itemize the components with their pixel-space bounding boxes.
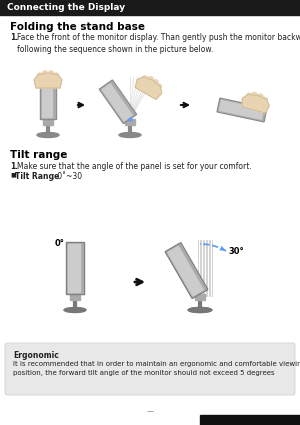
Ellipse shape xyxy=(252,93,257,96)
Text: —: — xyxy=(146,408,154,414)
Ellipse shape xyxy=(157,84,161,88)
Polygon shape xyxy=(99,80,136,124)
Polygon shape xyxy=(219,101,264,119)
Text: Tilt Range: Tilt Range xyxy=(15,172,59,181)
Bar xyxy=(200,415,300,425)
Ellipse shape xyxy=(53,73,58,77)
Polygon shape xyxy=(165,243,208,298)
Bar xyxy=(42,79,52,117)
Bar xyxy=(41,78,55,118)
Text: It is recommended that in order to maintain an ergonomic and comfortable viewing: It is recommended that in order to maint… xyxy=(13,361,300,376)
Bar xyxy=(125,119,135,125)
Ellipse shape xyxy=(189,308,211,312)
Polygon shape xyxy=(242,95,269,113)
Text: Folding the stand base: Folding the stand base xyxy=(10,22,145,32)
Bar xyxy=(0,0,300,15)
Ellipse shape xyxy=(49,71,53,75)
Bar xyxy=(67,243,83,293)
Polygon shape xyxy=(217,98,267,122)
Bar xyxy=(70,294,80,300)
Text: ■: ■ xyxy=(10,172,16,177)
Bar xyxy=(66,242,84,294)
Text: Tilt range: Tilt range xyxy=(10,150,68,160)
Ellipse shape xyxy=(38,73,43,77)
Ellipse shape xyxy=(148,76,153,81)
Text: 0°: 0° xyxy=(55,239,65,248)
Polygon shape xyxy=(102,84,132,121)
Ellipse shape xyxy=(188,308,212,312)
Text: Face the front of the monitor display. Than gently push the monitor backwards,
f: Face the front of the monitor display. T… xyxy=(17,33,300,54)
Polygon shape xyxy=(101,82,135,122)
Text: 1.: 1. xyxy=(10,33,18,42)
Text: 30°: 30° xyxy=(229,247,244,256)
Ellipse shape xyxy=(37,133,59,138)
Ellipse shape xyxy=(258,94,263,98)
FancyBboxPatch shape xyxy=(5,343,295,395)
Text: Connecting the Display: Connecting the Display xyxy=(7,3,125,12)
Polygon shape xyxy=(34,73,62,88)
Ellipse shape xyxy=(247,93,252,97)
Ellipse shape xyxy=(143,76,148,80)
Bar xyxy=(43,119,53,125)
Bar xyxy=(68,244,80,292)
Polygon shape xyxy=(168,246,203,296)
Text: : 0˚~30: : 0˚~30 xyxy=(50,172,82,181)
Text: Ergonomic: Ergonomic xyxy=(13,351,59,360)
Polygon shape xyxy=(135,77,162,99)
Bar xyxy=(40,77,56,119)
Ellipse shape xyxy=(262,97,267,102)
Ellipse shape xyxy=(43,71,47,75)
Polygon shape xyxy=(218,99,266,121)
Text: Make sure that the angle of the panel is set for your comfort.: Make sure that the angle of the panel is… xyxy=(17,162,252,171)
Ellipse shape xyxy=(64,308,86,312)
Polygon shape xyxy=(167,244,206,297)
Ellipse shape xyxy=(153,80,158,84)
Ellipse shape xyxy=(119,133,141,138)
Text: 1.: 1. xyxy=(10,162,18,171)
Bar xyxy=(195,294,205,300)
